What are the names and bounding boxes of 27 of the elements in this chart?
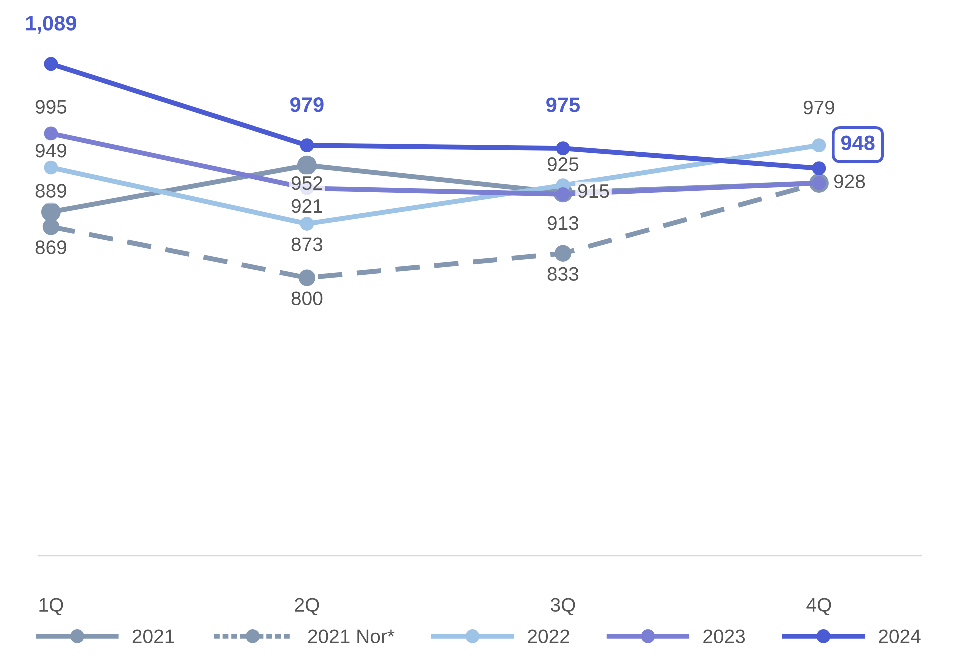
x-tick-label: 2Q — [295, 598, 320, 616]
legend-label: 2024 — [879, 630, 921, 644]
data-label: 948 — [841, 136, 875, 150]
data-label: 949 — [36, 144, 66, 158]
data-label: 1,089 — [26, 16, 76, 34]
data-label: 833 — [548, 267, 579, 282]
legend-label: 2021 Nor* — [308, 630, 395, 644]
data-label: 921 — [292, 199, 322, 214]
data-label: 913 — [548, 216, 579, 230]
x-tick-label: 3Q — [550, 598, 576, 616]
data-label: 925 — [548, 158, 579, 172]
data-label: 975 — [546, 98, 580, 112]
data-label: 800 — [292, 292, 323, 306]
data-label: 869 — [36, 240, 66, 254]
data-label: 979 — [290, 98, 324, 112]
data-label: 952 — [292, 176, 322, 190]
x-tick-label: 4Q — [806, 598, 832, 616]
legend-label: 2021 — [132, 630, 174, 644]
data-label: 889 — [36, 184, 66, 198]
data-label: 979 — [804, 100, 834, 115]
data-label: 873 — [292, 238, 323, 252]
data-label: 928 — [834, 174, 866, 189]
legend-label: 2023 — [704, 630, 746, 644]
legend-label: 2022 — [528, 630, 570, 644]
x-tick-label: 1Q — [40, 598, 64, 616]
data-label: 995 — [36, 100, 67, 114]
data-label: 915 — [578, 184, 610, 198]
